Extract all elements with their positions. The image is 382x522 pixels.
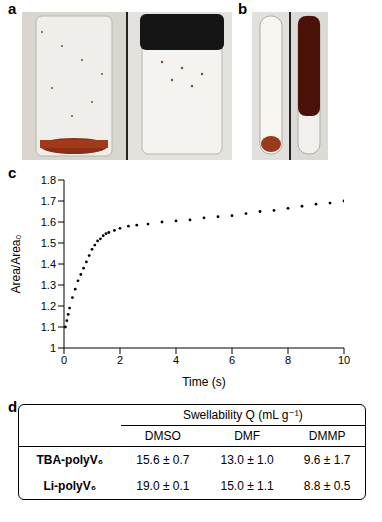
svg-text:4: 4: [173, 354, 179, 366]
html-text:Swellability Q (mL g⁻¹): Swellability Q (mL g⁻¹): [182, 408, 303, 422]
svg-text:6: 6: [229, 354, 235, 366]
html-text:c: c: [8, 164, 17, 181]
html-text:8.8 ± 0.5: 8.8 ± 0.5: [303, 479, 351, 493]
html-text:Li-polyV₆: Li-polyV₆: [43, 479, 97, 493]
svg-text:10: 10: [338, 354, 350, 366]
html-text:15.0 ± 1.1: 15.0 ± 1.1: [220, 479, 274, 493]
svg-text:Area/Area₀: Area/Area₀: [9, 234, 23, 293]
svg-text:8: 8: [285, 354, 291, 366]
html-text:a: a: [8, 0, 17, 17]
html-text:b: b: [238, 0, 248, 17]
svg-text:1.3: 1.3: [41, 279, 56, 291]
svg-text:0: 0: [61, 354, 67, 366]
svg-text:1.4: 1.4: [41, 258, 56, 270]
html-text:DMMP: DMMP: [308, 429, 346, 443]
svg-text:1: 1: [50, 342, 56, 354]
html-text:19.0 ± 0.1: 19.0 ± 0.1: [136, 479, 190, 493]
svg-text:1.5: 1.5: [41, 237, 56, 249]
svg-text:2: 2: [117, 354, 123, 366]
html-text:DMF: DMF: [234, 429, 261, 443]
svg-text:1.2: 1.2: [41, 300, 56, 312]
html-text:9.6 ± 1.7: 9.6 ± 1.7: [303, 453, 351, 467]
html-text:d: d: [8, 398, 18, 415]
svg-text:1.6: 1.6: [41, 216, 56, 228]
html-text:15.6 ± 0.7: 15.6 ± 0.7: [136, 453, 190, 467]
svg-text:1.7: 1.7: [41, 195, 56, 207]
svg-text:Time (s): Time (s): [182, 375, 226, 389]
svg-text:1.1: 1.1: [41, 321, 56, 333]
html-text:DMSO: DMSO: [144, 429, 181, 443]
svg-text:1.8: 1.8: [41, 174, 56, 186]
html-text:TBA-polyV₆: TBA-polyV₆: [36, 453, 104, 467]
html-text:13.0 ± 1.0: 13.0 ± 1.0: [220, 453, 274, 467]
